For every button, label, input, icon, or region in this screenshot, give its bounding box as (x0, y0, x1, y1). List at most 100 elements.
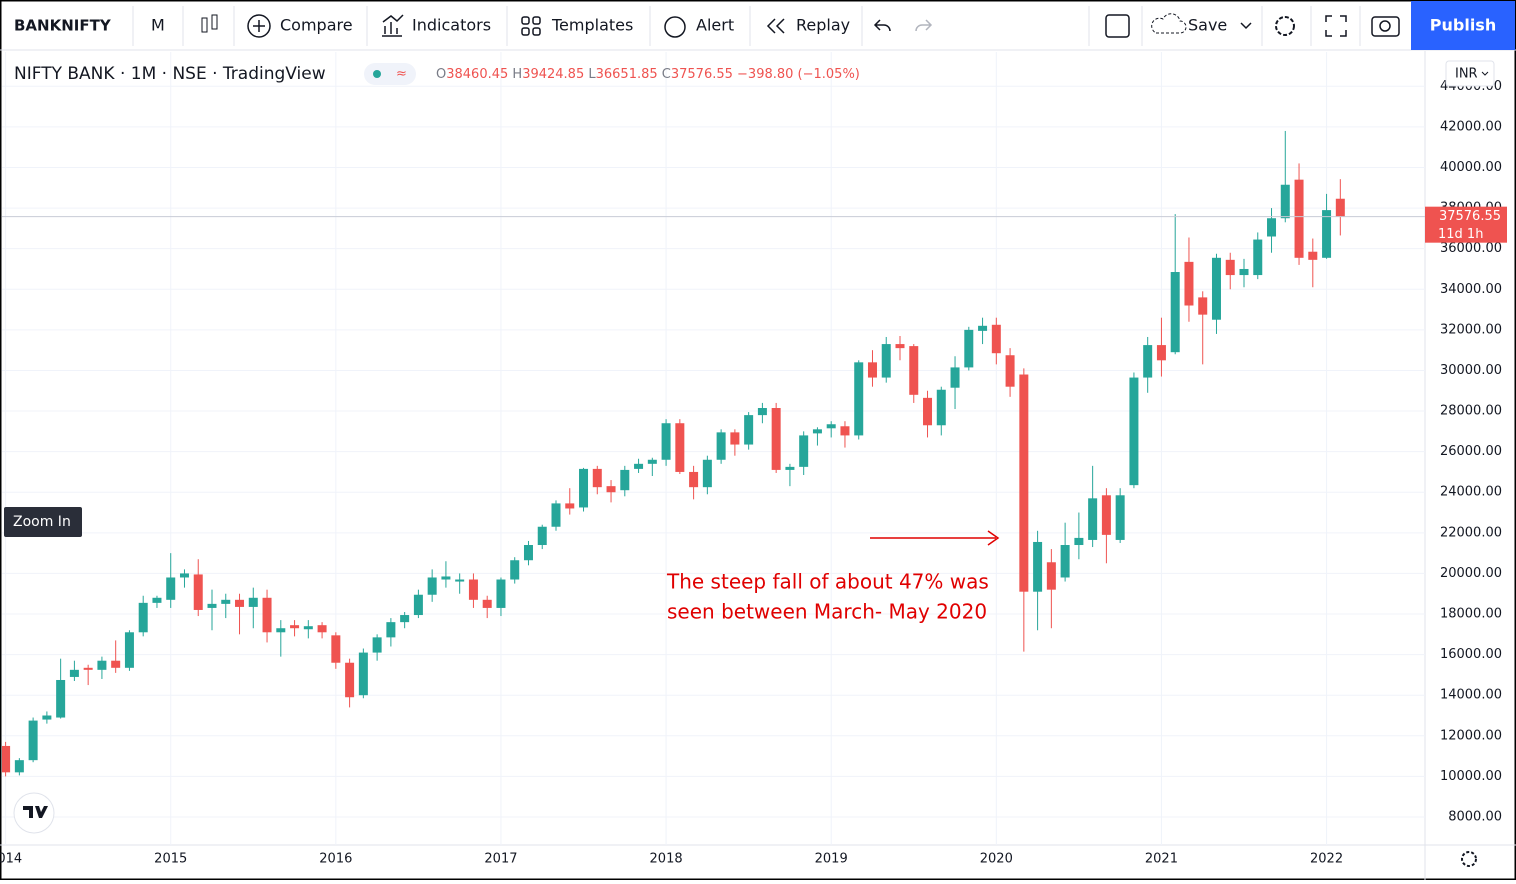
compare-icon[interactable] (247, 14, 271, 38)
candle-body (166, 577, 176, 600)
candle-body (386, 622, 396, 638)
save-button[interactable]: Save (1188, 16, 1227, 35)
legend-high: 39424.85 (522, 67, 584, 82)
y-tick-label: 34000.00 (1440, 282, 1502, 297)
y-tick-label: 14000.00 (1440, 688, 1502, 703)
x-tick-label: 2016 (319, 852, 352, 867)
y-tick-label: 24000.00 (1440, 485, 1502, 500)
candle-body (427, 577, 437, 595)
settings-button[interactable] (1275, 16, 1295, 36)
x-tick-label: 2017 (484, 852, 517, 867)
candle-body (867, 362, 877, 378)
annotation-text: The steep fall of about 47% was (666, 570, 989, 594)
candle-body (1239, 268, 1249, 276)
candle-body (620, 469, 630, 491)
indicators-icon (382, 14, 404, 37)
candle-body (812, 429, 822, 434)
candle-body (854, 362, 864, 436)
annotation-text: seen between March- May 2020 (667, 600, 987, 624)
alert-button[interactable]: Alert (696, 16, 734, 35)
y-tick-label: 26000.00 (1440, 444, 1502, 459)
y-tick-label: 40000.00 (1440, 160, 1502, 175)
candle-body (1005, 355, 1015, 387)
fullscreen-button[interactable] (1325, 15, 1347, 37)
candle-body (42, 715, 52, 720)
templates-button[interactable]: Templates (551, 16, 633, 35)
candle-body (592, 468, 602, 488)
candle-body (97, 660, 107, 670)
candle-body (248, 597, 258, 607)
candle-body (606, 486, 616, 493)
publish-button[interactable]: Publish (1430, 16, 1496, 35)
y-tick-label: 12000.00 (1440, 728, 1502, 743)
candle-body (152, 597, 162, 603)
candle-body (1060, 545, 1070, 578)
candle-body (138, 602, 148, 633)
candle-body (647, 459, 657, 464)
currency-button[interactable] (1445, 60, 1495, 87)
replay-button[interactable]: Replay (796, 16, 850, 35)
candle-body (510, 560, 520, 580)
last-price-label: 37576.55 (1439, 209, 1501, 224)
candle-body (1280, 184, 1290, 219)
time-axis-settings[interactable] (1461, 851, 1477, 867)
redo-button[interactable] (915, 19, 933, 32)
candle-body (1115, 495, 1125, 540)
snapshot-button[interactable] (1371, 16, 1400, 37)
candle-body (1019, 374, 1029, 592)
chart-type-icon[interactable] (201, 14, 218, 33)
candle-body (1267, 218, 1277, 237)
candle-body (1143, 345, 1153, 378)
candle-body (290, 625, 300, 629)
plot-area (2, 52, 1425, 845)
save-menu-arrow[interactable] (1240, 22, 1252, 30)
undo-button[interactable] (873, 19, 891, 32)
candle-body (1294, 179, 1304, 258)
candle-body (111, 660, 121, 668)
candle-body (634, 463, 644, 469)
replay-icon (766, 18, 785, 34)
compare-button[interactable]: Compare (280, 16, 353, 35)
candle-body (221, 599, 231, 604)
x-tick-label: 2020 (980, 852, 1013, 867)
alert-icon (664, 16, 686, 38)
candle-body (83, 667, 93, 670)
candle-body (28, 720, 38, 761)
candle-body (303, 626, 313, 630)
symbol[interactable]: BANKNIFTY (14, 17, 112, 35)
candle-body (455, 579, 465, 582)
candle-body (1253, 239, 1263, 276)
axes: 8000.00 10000.00 12000.00 14000.00 16000.00 1… (0, 79, 1507, 867)
candle-body (124, 632, 134, 668)
zoom-tooltip-text: Zoom In (13, 514, 71, 530)
candle-body (579, 468, 589, 508)
currency-arrow (1481, 71, 1489, 76)
candle-body (936, 389, 946, 426)
candle-body (771, 408, 781, 470)
publish-bg[interactable] (1411, 1, 1515, 50)
interval[interactable]: M (151, 16, 165, 35)
candle-body (991, 324, 1001, 354)
candle-body (826, 424, 836, 429)
indicators-button[interactable]: Indicators (412, 16, 491, 35)
candle-body (757, 408, 767, 416)
candle-body (235, 599, 245, 607)
candle-body (482, 599, 492, 608)
layout-button[interactable] (1105, 14, 1130, 38)
ohlc-legend: O38460.45 H39424.85 L36651.85 C37576.55 … (436, 67, 860, 82)
candle-body (372, 637, 382, 653)
candle-body (345, 662, 355, 698)
candle-body (1308, 251, 1318, 260)
status-icon: ≈ (396, 67, 407, 82)
candle-body (716, 432, 726, 460)
currency-label[interactable]: INR (1455, 67, 1478, 82)
candle-body (14, 760, 24, 773)
y-tick-label: 32000.00 (1440, 322, 1502, 337)
legend-change: −398.80 (−1.05%) (737, 67, 860, 82)
candle-body (496, 579, 506, 608)
legend-open: 38460.45 (446, 67, 508, 82)
candle-body (1129, 377, 1139, 486)
y-tick-label: 28000.00 (1440, 404, 1502, 419)
candle-body (1225, 259, 1235, 276)
